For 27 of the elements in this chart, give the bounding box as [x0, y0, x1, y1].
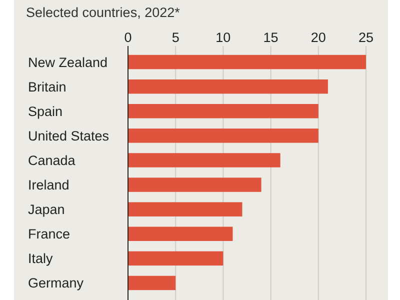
bar — [128, 54, 366, 70]
bar — [128, 153, 280, 168]
x-tick-label: 0 — [124, 30, 132, 45]
y-tick-label: Britain — [28, 79, 66, 94]
y-tick-label: Japan — [28, 202, 65, 218]
x-tick-label: 15 — [263, 30, 278, 45]
bar — [128, 178, 262, 192]
bar — [128, 226, 233, 241]
y-tick-label: Ireland — [28, 178, 70, 192]
chart-subtitle: Selected countries, 2022* — [26, 5, 181, 20]
y-tick-label: United States — [28, 128, 110, 144]
y-tick-label: Italy — [28, 251, 54, 266]
bar — [128, 251, 224, 266]
bar — [128, 104, 318, 118]
y-tick-label: Germany — [28, 276, 84, 291]
x-tick-label: 25 — [358, 30, 374, 45]
bar — [128, 202, 242, 216]
y-tick-label: Spain — [28, 104, 63, 119]
bar — [128, 276, 176, 290]
y-tick-label: Canada — [28, 152, 76, 168]
y-tick-label: France — [28, 226, 70, 242]
y-tick-label: New Zealand — [28, 54, 108, 70]
x-tick-label: 5 — [172, 30, 180, 45]
bar — [128, 128, 318, 143]
x-tick-label: 20 — [310, 30, 326, 45]
x-tick-label: 10 — [216, 30, 231, 45]
bar — [128, 79, 328, 94]
